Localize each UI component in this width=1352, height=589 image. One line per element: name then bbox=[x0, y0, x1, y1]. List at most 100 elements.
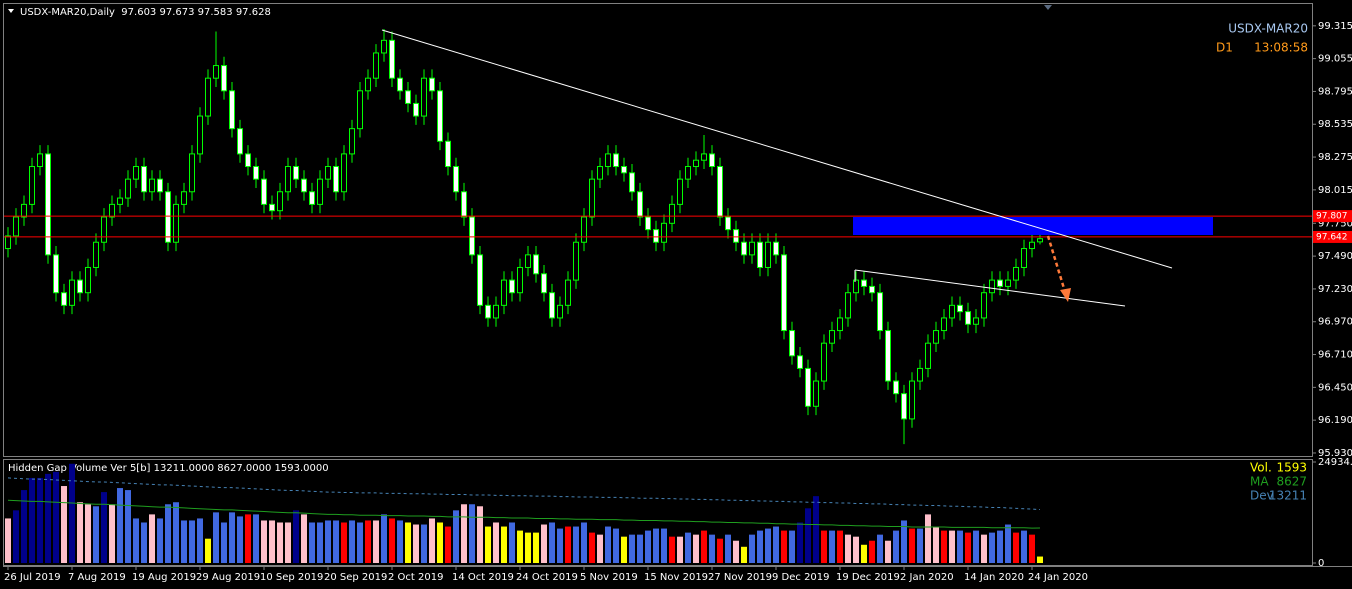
candle-body bbox=[173, 203, 179, 243]
volume-bar bbox=[29, 477, 35, 563]
volume-bar bbox=[973, 530, 979, 563]
volume-bar bbox=[1013, 532, 1019, 563]
volume-bar bbox=[661, 528, 667, 563]
candle-body bbox=[205, 77, 211, 117]
volume-bar bbox=[253, 514, 259, 563]
forecast-arrowhead bbox=[1060, 288, 1071, 302]
volume-bar bbox=[133, 518, 139, 563]
x-tick-label: 15 Nov 2019 bbox=[644, 572, 708, 583]
volume-bar bbox=[621, 536, 627, 563]
volume-bar bbox=[389, 518, 395, 563]
candle-body bbox=[629, 172, 635, 193]
indicator-title: Hidden Gap Volume Ver 5[b] 13211.0000 86… bbox=[8, 463, 329, 474]
volume-bar bbox=[237, 516, 243, 563]
candle-body bbox=[301, 178, 307, 193]
volume-bar bbox=[829, 530, 835, 563]
volume-bar bbox=[837, 530, 843, 563]
volume-bar bbox=[269, 520, 275, 563]
candle-body bbox=[93, 241, 99, 268]
candle-body bbox=[821, 342, 827, 382]
candle-body bbox=[421, 77, 427, 117]
candle-body bbox=[61, 292, 67, 306]
candle-body bbox=[709, 153, 715, 168]
x-tick-label: 29 Aug 2019 bbox=[196, 572, 260, 583]
volume-bar bbox=[629, 534, 635, 563]
volume-bar bbox=[405, 522, 411, 563]
candle-body bbox=[565, 279, 571, 306]
volume-bar bbox=[477, 506, 483, 563]
volume-bar bbox=[293, 510, 299, 563]
volume-bar bbox=[637, 534, 643, 563]
candle-body bbox=[397, 77, 403, 92]
volume-bar bbox=[717, 538, 723, 563]
candle-body bbox=[69, 279, 75, 306]
volume-bar bbox=[149, 514, 155, 563]
clock-label: 13:08:58 bbox=[1254, 41, 1308, 55]
volume-bar bbox=[813, 496, 819, 563]
x-tick-label: 24 Jan 2020 bbox=[1028, 572, 1088, 583]
volume-bar bbox=[365, 520, 371, 563]
candle-body bbox=[365, 77, 371, 92]
panel-menu-arrow bbox=[8, 9, 14, 13]
volume-bar bbox=[677, 536, 683, 563]
volume-bar bbox=[1005, 524, 1011, 563]
candle-body bbox=[813, 380, 819, 407]
volume-bar bbox=[21, 490, 27, 563]
volume-bar bbox=[733, 540, 739, 563]
legend-value: 1593 bbox=[1276, 461, 1307, 475]
candle-body bbox=[805, 367, 811, 407]
volume-bar bbox=[5, 518, 11, 563]
volume-bar bbox=[165, 504, 171, 563]
volume-panel-frame bbox=[3, 459, 1313, 566]
volume-bar bbox=[413, 524, 419, 563]
volume-bar bbox=[45, 473, 51, 563]
candle-body bbox=[941, 317, 947, 332]
candle-body bbox=[893, 380, 899, 395]
candle-body bbox=[773, 241, 779, 256]
volume-bar bbox=[445, 526, 451, 563]
candle-body bbox=[981, 292, 987, 319]
volume-bar bbox=[93, 506, 99, 563]
volume-bar bbox=[589, 532, 595, 563]
volume-bar bbox=[941, 530, 947, 563]
volume-bar bbox=[997, 530, 1003, 563]
candle-body bbox=[853, 279, 859, 294]
candle-body bbox=[357, 90, 363, 130]
candle-body bbox=[45, 153, 51, 256]
volume-bar bbox=[909, 528, 915, 563]
volume-bar bbox=[797, 522, 803, 563]
volume-bar bbox=[469, 504, 475, 563]
volume-bar bbox=[453, 510, 459, 563]
candle-body bbox=[285, 166, 291, 193]
y-tick-label: 95.930 bbox=[1318, 448, 1352, 459]
candle-body bbox=[533, 254, 539, 275]
x-tick-label: 19 Aug 2019 bbox=[132, 572, 196, 583]
volume-bar bbox=[461, 504, 467, 563]
candle-body bbox=[973, 317, 979, 325]
candle-body bbox=[605, 153, 611, 168]
candle-body bbox=[685, 166, 691, 180]
volume-bar bbox=[781, 530, 787, 563]
candle-body bbox=[381, 39, 387, 54]
candle-body bbox=[413, 102, 419, 117]
candle-body bbox=[165, 191, 171, 243]
volume-bar bbox=[229, 512, 235, 563]
candle-body bbox=[29, 166, 35, 205]
x-tick-label: 27 Nov 2019 bbox=[708, 572, 772, 583]
x-tick-label: 26 Jul 2019 bbox=[4, 572, 61, 583]
candle-body bbox=[877, 292, 883, 332]
timeframe-label: D1 bbox=[1216, 41, 1233, 55]
volume-bar bbox=[541, 524, 547, 563]
x-tick-label: 2 Jan 2020 bbox=[900, 572, 954, 583]
volume-bar bbox=[317, 522, 323, 563]
candle-body bbox=[349, 128, 355, 155]
dev-line bbox=[7, 477, 1041, 510]
candle-body bbox=[197, 115, 203, 155]
candle-body bbox=[541, 273, 547, 294]
volume-bar bbox=[581, 522, 587, 563]
candle-body bbox=[925, 342, 931, 369]
candle-body bbox=[789, 330, 795, 357]
volume-bar bbox=[669, 536, 675, 563]
candle-body bbox=[869, 285, 875, 294]
